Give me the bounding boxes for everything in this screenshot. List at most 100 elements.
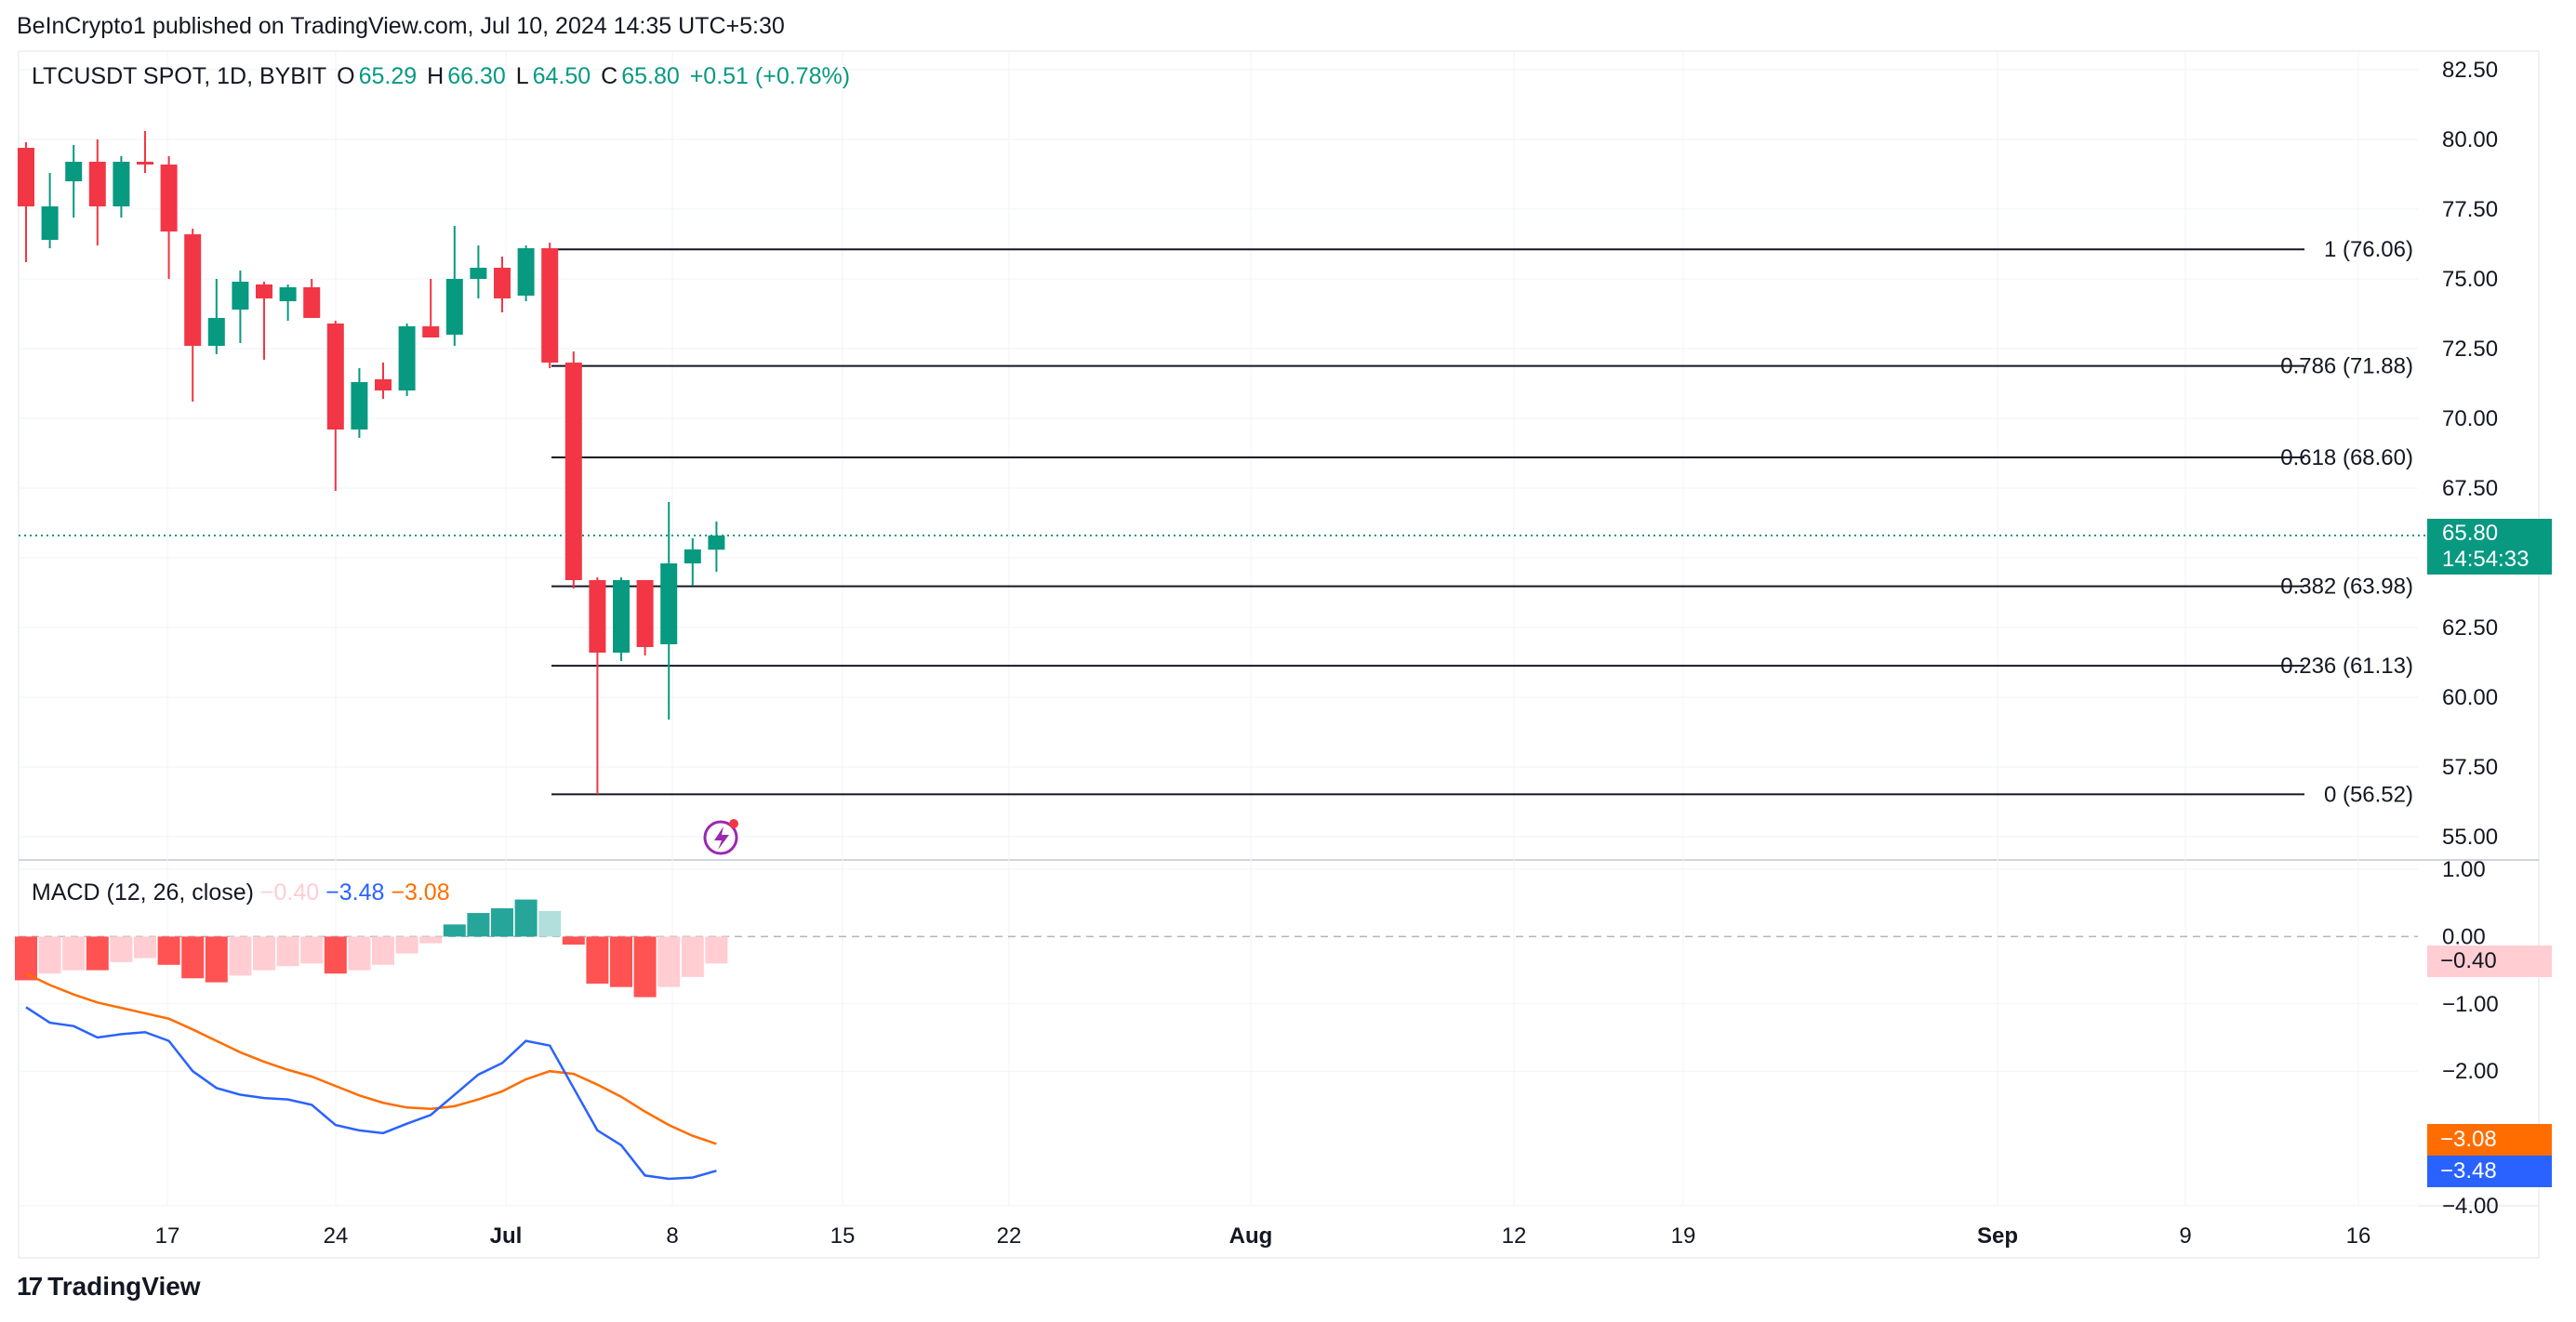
macd-hist-bar xyxy=(229,936,252,976)
candle-body xyxy=(207,318,225,346)
macd-hist-bar xyxy=(491,907,513,937)
candle-body xyxy=(65,162,83,181)
price-tick-label: 72.50 xyxy=(2442,337,2498,362)
candle-body xyxy=(279,287,297,301)
high-value: 66.30 xyxy=(447,63,506,89)
lightning-icon xyxy=(714,826,729,850)
macd-hist-bar xyxy=(372,936,394,965)
candle-body xyxy=(398,326,416,390)
candle-body xyxy=(137,162,153,165)
macd-hist-bar xyxy=(681,936,704,977)
candle-body xyxy=(184,234,202,346)
macd-hist-bar xyxy=(324,936,347,974)
candle-body xyxy=(613,580,630,653)
candle-body xyxy=(470,268,487,279)
time-tick-label: 22 xyxy=(997,1223,1022,1249)
tradingview-logo-text: TradingView xyxy=(47,1272,201,1301)
time-tick-label: Aug xyxy=(1229,1223,1273,1249)
macd-hist-bar xyxy=(443,924,466,937)
change-value: +0.51 (+0.78%) xyxy=(689,63,851,89)
macd-line-value: −3.48 xyxy=(325,879,385,906)
macd-hist-bar xyxy=(562,936,585,945)
time-tick-label: 19 xyxy=(1671,1223,1696,1249)
time-tick-label: 24 xyxy=(324,1223,349,1249)
candle-body xyxy=(303,287,321,318)
candle-body xyxy=(256,284,272,298)
macd-hist-bar xyxy=(276,936,299,967)
candle-body xyxy=(589,580,606,653)
time-tick-label: 12 xyxy=(1502,1223,1527,1249)
symbol-info[interactable]: LTCUSDT SPOT, 1D, BYBIT xyxy=(32,63,327,89)
tradingview-logo[interactable]: 17 TradingView xyxy=(17,1272,201,1302)
candle-body xyxy=(445,279,463,335)
candle-body xyxy=(422,326,440,337)
macd-tick-label: −4.00 xyxy=(2442,1194,2499,1219)
macd-hist-bar xyxy=(253,936,275,971)
macd-hist-bar xyxy=(15,936,37,981)
time-tick-label: 15 xyxy=(830,1223,856,1249)
candle-body xyxy=(541,248,559,363)
macd-hist-bar xyxy=(110,936,133,962)
macd-tick-label: −2.00 xyxy=(2442,1059,2499,1084)
time-tick-label: Sep xyxy=(1977,1223,2018,1249)
time-tick-label: 9 xyxy=(2179,1223,2191,1249)
macd-hist-bar xyxy=(395,936,418,954)
macd-hist-bar xyxy=(181,936,205,979)
time-tick-label: 16 xyxy=(2346,1223,2371,1249)
candle-body xyxy=(375,379,392,390)
candle-body xyxy=(564,363,582,580)
fib-level-label: 0 (56.52) xyxy=(2324,782,2413,807)
macd-hist-bar xyxy=(300,936,324,964)
open-label: O xyxy=(337,63,355,89)
time-tick-label: 17 xyxy=(155,1223,180,1249)
candle-body xyxy=(517,248,535,296)
fib-level-label: 0.618 (68.60) xyxy=(2280,445,2413,470)
candle-body xyxy=(232,282,249,310)
macd-legend: MACD (12, 26, close) −0.40 −3.48 −3.08 xyxy=(32,879,450,906)
open-value: 65.29 xyxy=(358,63,418,89)
macd-line xyxy=(25,1006,717,1181)
candle-body xyxy=(636,580,654,647)
candle-body xyxy=(326,324,344,430)
macd-hist-bar xyxy=(62,936,86,971)
macd-hist-bar xyxy=(514,899,538,937)
price-tick-label: 57.50 xyxy=(2442,755,2498,780)
candle-body xyxy=(88,162,106,206)
macd-hist-bar xyxy=(586,936,609,985)
macd-tick-label: −1.00 xyxy=(2442,992,2499,1017)
price-tick-label: 75.00 xyxy=(2442,267,2498,292)
macd-tick-label: 1.00 xyxy=(2442,857,2486,882)
fib-level-label: 1 (76.06) xyxy=(2324,237,2413,262)
candle-body xyxy=(684,549,701,563)
macd-hist-bar xyxy=(538,910,562,937)
candle-body xyxy=(351,382,368,430)
macd-hist-tag: −0.40 xyxy=(2427,945,2552,977)
price-tick-label: 62.50 xyxy=(2442,615,2498,641)
close-label: C xyxy=(601,63,618,89)
low-label: L xyxy=(515,63,529,89)
low-value: 64.50 xyxy=(532,63,591,89)
macd-hist-bar xyxy=(86,936,109,971)
macd-hist-bar xyxy=(467,913,490,937)
fib-level-label: 0.786 (71.88) xyxy=(2280,354,2413,379)
price-tick-label: 55.00 xyxy=(2442,825,2498,850)
macd-hist-bar xyxy=(157,936,180,965)
high-label: H xyxy=(427,63,445,89)
price-tick-label: 60.00 xyxy=(2442,685,2498,710)
event-marker-dot xyxy=(729,819,738,828)
macd-signal-tag: −3.08 xyxy=(2427,1124,2552,1156)
macd-hist-bar xyxy=(705,936,728,964)
candle-body xyxy=(113,162,130,206)
time-tick-label: 8 xyxy=(666,1223,678,1249)
price-tick-label: 70.00 xyxy=(2442,406,2498,431)
published-by-line: BeInCrypto1 published on TradingView.com… xyxy=(17,13,785,39)
macd-indicator-name[interactable]: MACD (12, 26, close) xyxy=(32,879,254,906)
macd-hist-bar xyxy=(38,936,61,974)
candle-body xyxy=(160,165,178,231)
close-value: 65.80 xyxy=(621,63,680,89)
fib-level-label: 0.382 (63.98) xyxy=(2280,575,2413,600)
macd-hist-bar xyxy=(419,936,443,944)
macd-line-tag: −3.48 xyxy=(2427,1156,2552,1187)
macd-hist-bar xyxy=(134,936,156,958)
